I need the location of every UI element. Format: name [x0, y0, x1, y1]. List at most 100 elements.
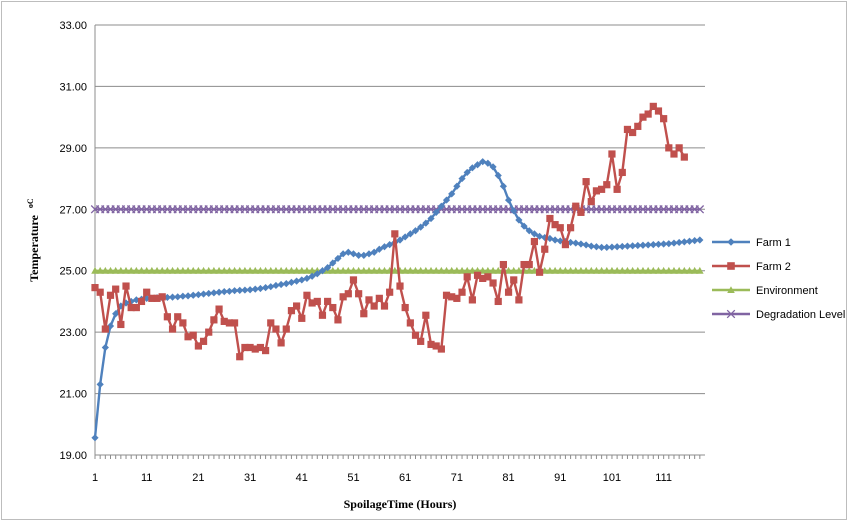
square-marker: [592, 187, 601, 195]
triangle-marker: [406, 266, 415, 274]
triangle-marker: [546, 266, 554, 274]
triangle-marker: [618, 266, 627, 274]
square-marker: [675, 144, 683, 152]
triangle-marker: [463, 266, 472, 274]
diamond-marker: [324, 264, 332, 272]
triangle-marker: [225, 266, 234, 274]
diamond-marker: [535, 232, 544, 240]
series-line: [94, 105, 686, 358]
square-marker: [551, 221, 559, 229]
diamond-marker: [572, 239, 580, 247]
square-marker: [334, 316, 342, 324]
y-tick-label: 25.00: [59, 266, 87, 278]
triangle-marker: [515, 266, 523, 274]
x-tick-label: 21: [192, 472, 204, 484]
square-marker: [355, 290, 363, 298]
triangle-marker: [251, 266, 260, 274]
diamond-marker: [504, 196, 513, 204]
triangle-marker: [96, 266, 104, 274]
triangle-marker: [246, 266, 254, 274]
square-marker: [417, 337, 425, 345]
diamond-marker: [587, 242, 595, 250]
square-marker: [432, 342, 440, 350]
square-marker: [644, 110, 652, 118]
diamond-marker: [406, 230, 414, 238]
square-marker: [365, 296, 373, 304]
square-marker: [179, 319, 187, 327]
square-marker: [411, 331, 420, 339]
diamond-marker: [210, 289, 218, 297]
series-group: [90, 102, 705, 442]
square-marker: [727, 262, 735, 270]
square-marker: [670, 150, 678, 158]
diamond-marker: [649, 241, 657, 249]
diamond-marker: [329, 259, 337, 267]
square-marker: [654, 107, 663, 115]
triangle-marker: [577, 266, 585, 274]
diamond-marker: [215, 288, 223, 296]
square-marker: [660, 115, 668, 123]
triangle-marker: [303, 266, 311, 274]
square-marker: [577, 208, 585, 216]
x-tick-label: 81: [502, 472, 514, 484]
diamond-marker: [675, 238, 683, 247]
diamond-marker: [293, 277, 301, 285]
legend-item: Farm 1: [712, 237, 791, 249]
triangle-marker: [328, 266, 337, 274]
diamond-marker: [344, 248, 352, 256]
triangle-marker: [427, 266, 435, 274]
diamond-marker: [608, 243, 616, 251]
diamond-marker: [236, 286, 244, 294]
triangle-marker: [391, 266, 399, 274]
square-marker: [349, 276, 358, 284]
series-farm-2: [91, 102, 688, 361]
triangle-marker: [349, 266, 358, 274]
triangle-marker: [561, 266, 570, 274]
triangle-marker: [287, 266, 296, 274]
triangle-marker: [623, 266, 632, 274]
diamond-marker: [639, 241, 647, 249]
square-marker: [541, 245, 549, 253]
diamond-marker: [489, 163, 497, 171]
square-marker: [370, 302, 378, 310]
square-marker: [639, 113, 647, 121]
square-marker: [473, 271, 482, 279]
y-tick-label: 21.00: [59, 389, 87, 401]
x-tick-label: 11: [141, 472, 152, 484]
square-marker: [106, 291, 115, 299]
square-marker: [127, 303, 135, 312]
diamond-marker: [96, 380, 104, 388]
diamond-marker: [298, 276, 306, 284]
triangle-marker: [111, 266, 120, 274]
y-tick-label: 23.00: [59, 327, 87, 339]
triangle-marker: [308, 266, 316, 274]
square-marker: [168, 325, 177, 333]
square-marker: [148, 294, 156, 302]
diamond-marker: [623, 242, 632, 250]
diamond-marker: [396, 236, 404, 244]
diamond-marker: [551, 236, 559, 244]
diamond-marker: [189, 291, 197, 299]
triangle-marker: [639, 266, 647, 274]
square-marker: [287, 307, 296, 315]
triangle-marker: [370, 266, 378, 274]
square-marker: [613, 185, 621, 193]
triangle-marker: [453, 266, 461, 274]
square-marker: [329, 303, 337, 312]
square-marker: [494, 297, 502, 306]
diamond-marker: [691, 237, 699, 245]
triangle-marker: [525, 266, 534, 274]
triangle-marker: [592, 266, 601, 274]
triangle-marker: [680, 266, 689, 274]
triangle-marker: [266, 266, 275, 274]
triangle-marker: [168, 266, 177, 274]
triangle-marker: [727, 286, 735, 294]
diamond-marker: [510, 207, 518, 215]
x-marker: [726, 309, 736, 319]
square-marker: [479, 274, 487, 282]
square-marker: [91, 284, 99, 292]
square-marker: [220, 317, 228, 325]
triangle-marker: [179, 266, 187, 274]
square-marker: [298, 314, 306, 322]
